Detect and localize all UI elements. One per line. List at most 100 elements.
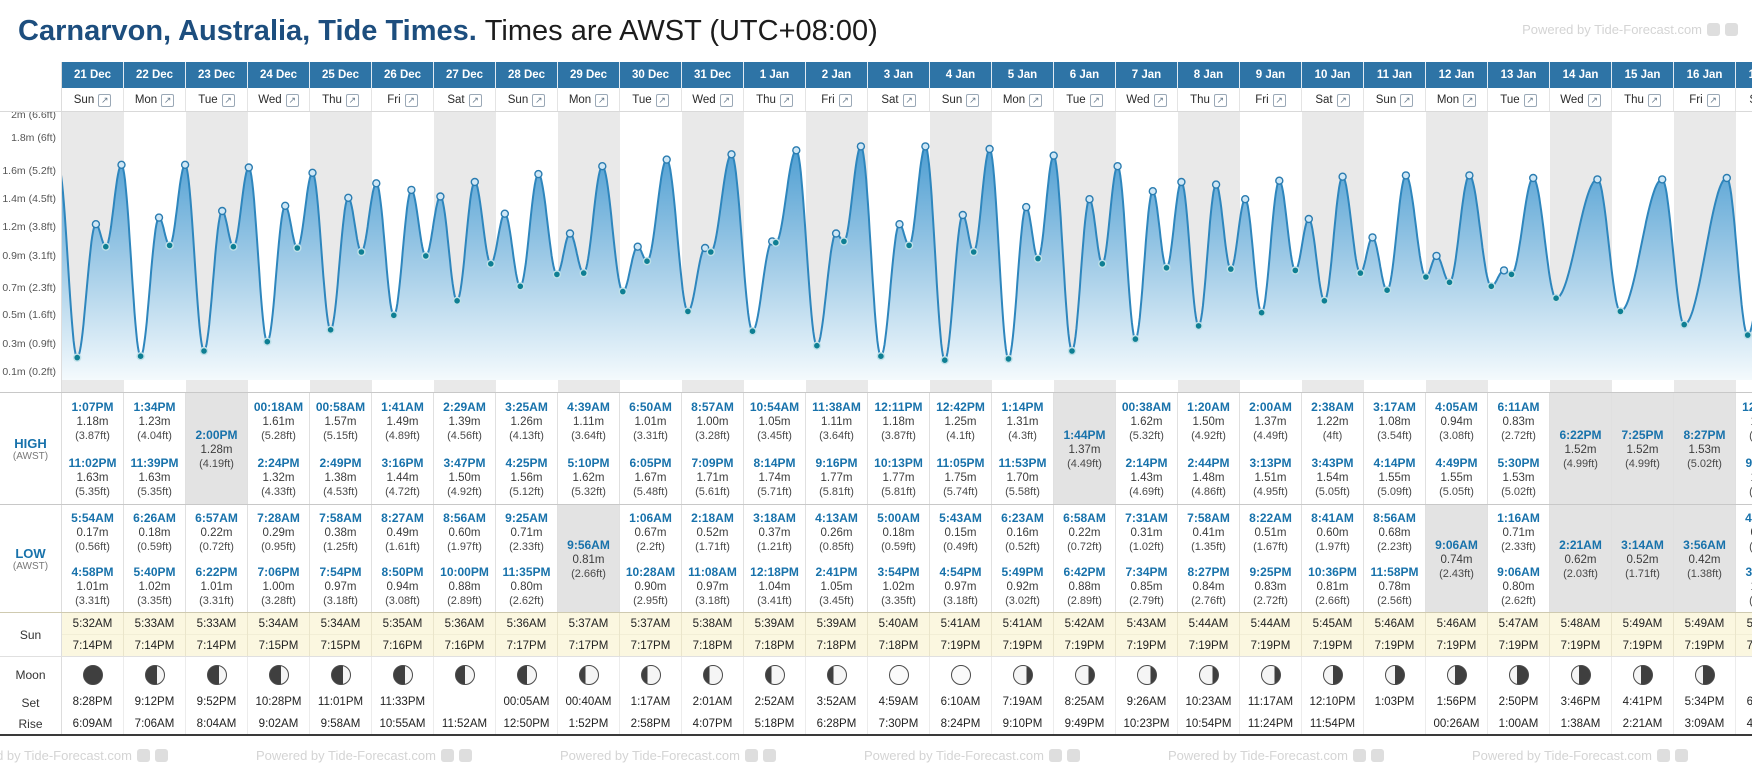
expand-day-icon[interactable]: ↗ (595, 93, 609, 107)
expand-day-icon[interactable]: ↗ (98, 93, 112, 107)
expand-day-icon[interactable]: ↗ (532, 93, 546, 107)
footer-watermark-link[interactable]: Powered by Tide-Forecast.com (560, 748, 776, 763)
footer-watermark-link[interactable]: Powered by Tide-Forecast.com (1168, 748, 1384, 763)
low-tide-entry: 11:58PM 0.78m (2.56ft) (1364, 559, 1425, 612)
high-tide-entry: 2:44PM 1.48m (4.86ft) (1178, 449, 1239, 504)
low-tide-entry: 7:58AM 0.41m (1.35ft) (1178, 505, 1239, 559)
expand-day-icon[interactable]: ↗ (719, 93, 733, 107)
low-tide-cell: 7:28AM 0.29m (0.95ft) 7:06PM 1.00m (3.28ft) (248, 505, 310, 612)
footer-watermark-link[interactable]: Powered by Tide-Forecast.com (256, 748, 472, 763)
tide-height-m: 1.56m (1751, 471, 1752, 485)
sun-band: Sun 5:32AM 7:14PM 5:33AM 7:14PM 5:33AM 7:14PM… (0, 612, 1752, 656)
expand-day-icon[interactable]: ↗ (1706, 93, 1720, 107)
sunset-time: 7:19PM (1374, 640, 1415, 652)
high-tide-entry: 1:14PM 1.31m (4.3ft) (992, 393, 1053, 449)
expand-day-icon[interactable]: ↗ (468, 93, 482, 107)
high-tide-cell: 8:27PM 1.53m (5.02ft) (1674, 393, 1736, 504)
moon-row-gutter: Moon (0, 657, 62, 692)
sunrise-time: 5:34AM (248, 613, 309, 635)
expand-day-icon[interactable]: ↗ (966, 93, 980, 107)
tide-time: 12:42PM (936, 399, 985, 414)
footer-watermark-link[interactable]: Powered by Tide-Forecast.com (0, 748, 168, 763)
tide-time: 4:05AM (1435, 399, 1478, 414)
low-tide-marker (839, 237, 849, 246)
tide-height-ft: (5.05ft) (1315, 485, 1350, 498)
sunrise-time: 5:37AM (558, 613, 619, 635)
high-tide-marker (792, 146, 801, 155)
moon-phase-cell (496, 657, 558, 692)
moonrise-time (1364, 714, 1426, 734)
moon-phase-cell (558, 657, 620, 692)
tide-height-ft: (4.1ft) (946, 429, 975, 442)
low-tide-entry: 11:35PM 0.80m (2.62ft) (496, 559, 557, 612)
expand-day-icon[interactable]: ↗ (902, 93, 916, 107)
expand-day-icon[interactable]: ↗ (221, 93, 235, 107)
expand-day-icon[interactable]: ↗ (1647, 93, 1661, 107)
sunset-time: 7:19PM (1126, 640, 1167, 652)
tide-height-ft: (1.38ft) (1687, 567, 1722, 580)
tide-height-m: 0.80m (510, 580, 543, 593)
sunrise-time: 5:38AM (682, 613, 743, 635)
weekday-cell: Fri ↗ (1674, 88, 1736, 111)
tide-height-m: 0.67m (634, 526, 667, 539)
tide-height-ft: (5.74ft) (943, 485, 978, 498)
expand-day-icon[interactable]: ↗ (838, 93, 852, 107)
sunset-time: 7:19PM (1622, 640, 1663, 652)
sun-cell: 5:34AM 7:15PM (248, 613, 310, 656)
watermark-text: Powered by Tide-Forecast.com (560, 748, 740, 763)
footer-watermark-link[interactable]: Powered by Tide-Forecast.com (864, 748, 1080, 763)
tide-height-m: 1.51m (1254, 471, 1287, 484)
tide-height-m: 1.63m (138, 471, 171, 484)
expand-day-icon[interactable]: ↗ (404, 93, 418, 107)
expand-day-icon[interactable]: ↗ (1272, 93, 1286, 107)
tide-height-m: 1.18m (882, 415, 915, 428)
high-tide-marker (117, 160, 126, 169)
tide-height-m: 1.38m (324, 471, 357, 484)
tide-height-m: 1.00m (262, 580, 295, 593)
watermark-icon (1066, 749, 1080, 762)
tide-height-m: 1.54m (1316, 471, 1349, 484)
low-tide-marker (812, 341, 822, 350)
footer-watermark-link[interactable]: Powered by Tide-Forecast.com (1472, 748, 1688, 763)
tide-time: 9:56AM (567, 537, 610, 552)
expand-day-icon[interactable]: ↗ (1400, 93, 1414, 107)
sun-cell: 5:37AM 7:17PM (558, 613, 620, 656)
tide-height-m: 1.62m (1130, 415, 1163, 428)
low-tide-marker (579, 268, 588, 278)
tide-height-m: 1.01m (76, 580, 109, 593)
expand-day-icon[interactable]: ↗ (1029, 93, 1043, 107)
tide-height-ft: (5.12ft) (1749, 485, 1752, 499)
tide-time: 11:39PM (130, 455, 179, 470)
high-tide-entry: 11:05PM 1.75m (5.74ft) (930, 449, 991, 504)
tide-height-ft: (4.72ft) (385, 485, 420, 498)
expand-day-icon[interactable]: ↗ (161, 93, 175, 107)
weekday-cell: Sun ↗ (930, 88, 992, 111)
high-tide-marker (727, 150, 736, 159)
tide-height-ft: (4.49ft) (1067, 457, 1102, 470)
tide-height-ft: (1.71ft) (1625, 567, 1660, 580)
expand-day-icon[interactable]: ↗ (1213, 93, 1227, 107)
low-tide-cell: 4:13AM 0.26m (0.85ft) 2:41PM 1.05m (3.45ft) (806, 505, 868, 612)
expand-day-icon[interactable]: ↗ (1463, 93, 1477, 107)
high-tide-marker (1240, 194, 1250, 204)
tide-height-ft: (3.08ft) (385, 594, 420, 607)
low-tide-entry: 5:54AM 0.17m (0.56ft) (62, 505, 123, 559)
date-header-cell: 29 Dec (558, 62, 620, 88)
header-watermark-link[interactable]: Powered by Tide-Forecast.com (1522, 22, 1738, 37)
expand-day-icon[interactable]: ↗ (285, 93, 299, 107)
expand-day-icon[interactable]: ↗ (345, 93, 359, 107)
high-tide-marker (1593, 175, 1602, 184)
moonset-time: 1:03PM (1364, 692, 1426, 714)
expand-day-icon[interactable]: ↗ (1336, 93, 1350, 107)
tide-height-ft: (3.87ft) (75, 429, 110, 442)
expand-day-icon[interactable]: ↗ (1523, 93, 1537, 107)
expand-day-icon[interactable]: ↗ (1587, 93, 1601, 107)
moon-phase-icon (392, 665, 413, 685)
expand-day-icon[interactable]: ↗ (1089, 93, 1103, 107)
expand-day-icon[interactable]: ↗ (655, 93, 669, 107)
tide-height-ft: (4.89ft) (385, 429, 420, 442)
expand-day-icon[interactable]: ↗ (1153, 93, 1167, 107)
tide-height-ft: (2.89ft) (447, 594, 482, 607)
expand-day-icon[interactable]: ↗ (779, 93, 793, 107)
sun-cell: 5:46AM 7:19PM (1364, 613, 1426, 656)
